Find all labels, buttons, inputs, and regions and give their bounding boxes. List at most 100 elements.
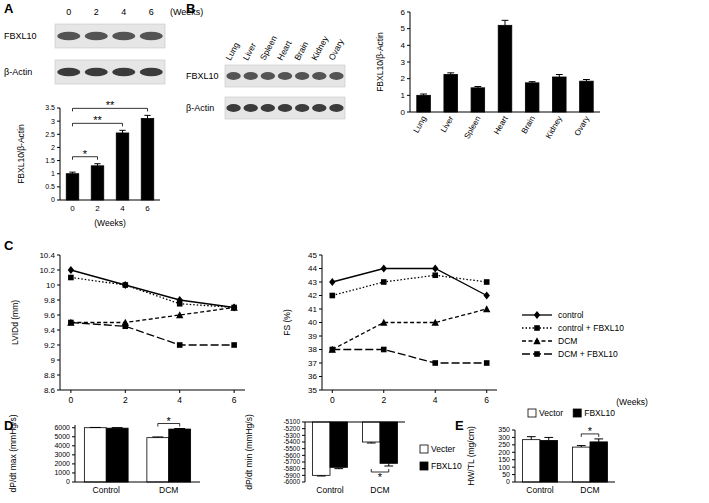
error-cap (594, 438, 603, 439)
error-bar (152, 436, 163, 438)
figure: ABCDE0246(Weeks)FBXL10β-ActinLungLiverSp… (0, 0, 709, 503)
y-tick-label: 0 (401, 108, 406, 117)
bar (417, 95, 431, 112)
y-tick-label: 4 (401, 41, 406, 50)
error-bar (384, 463, 393, 466)
bar (147, 438, 169, 482)
marker (329, 346, 336, 353)
error-bar (367, 442, 376, 443)
y-tick (319, 309, 322, 310)
y-tick (512, 444, 515, 445)
y-axis (305, 422, 306, 482)
error-cap (317, 476, 326, 477)
y-tick (72, 427, 75, 428)
panel-label: A (4, 1, 14, 16)
y-tick (72, 445, 75, 446)
x-axis (322, 390, 497, 391)
x-axis-label: (Weeks) (94, 218, 126, 228)
marker (432, 319, 439, 326)
x-tick (332, 390, 333, 393)
y-tick (302, 428, 305, 429)
legend-swatch (573, 409, 581, 417)
marker (122, 282, 128, 288)
bar (540, 440, 558, 482)
marker (122, 281, 128, 289)
blot-band (226, 72, 240, 80)
error-bar (527, 437, 536, 440)
bar (84, 428, 106, 482)
lane-label: 6 (149, 7, 154, 17)
line (332, 269, 486, 296)
y-tick (57, 285, 60, 286)
y-tick-label: 5000 (54, 433, 70, 440)
y-tick (319, 363, 322, 364)
x-tick (70, 390, 71, 393)
y-tick-label: 5 (401, 24, 406, 33)
y-tick (407, 112, 410, 113)
y-tick (407, 12, 410, 13)
y-tick-label: 1.5 (45, 157, 55, 164)
y-tick-label: 1 (51, 170, 55, 177)
error-bar (544, 437, 553, 440)
y-tick-label: 9.2 (44, 341, 56, 350)
error-cap (502, 20, 509, 21)
blot-band (312, 72, 326, 80)
bar (106, 428, 128, 482)
lane-label: 2 (94, 7, 99, 17)
y-tick-label: 36 (308, 372, 317, 381)
marker (484, 279, 490, 285)
bar (330, 422, 348, 467)
y-axis (60, 108, 61, 200)
y-tick (57, 375, 60, 376)
y-tick (407, 45, 410, 46)
plot-area (417, 20, 593, 112)
x-axis (410, 112, 600, 113)
error-bar (144, 115, 150, 118)
marker (177, 301, 183, 307)
y-tick-label: 2 (51, 144, 55, 151)
x-tick-label: 4 (120, 204, 125, 213)
blot-band (261, 104, 275, 112)
y-tick-label: 100 (498, 464, 510, 471)
bar (66, 174, 79, 200)
x-tick-label: Heart (492, 114, 510, 136)
y-axis-label: LVIDd (mm) (10, 300, 20, 345)
marker (230, 304, 237, 311)
y-tick (319, 376, 322, 377)
y-tick-label: 9.8 (44, 296, 56, 305)
x-axis-label: (Weeks) (616, 397, 648, 407)
line (71, 323, 234, 346)
y-tick (57, 255, 60, 256)
bar (313, 422, 331, 475)
y-tick (407, 28, 410, 29)
y-tick-label: 200 (498, 449, 510, 456)
error-bar (334, 467, 343, 468)
x-tick-label: 0 (330, 395, 335, 405)
legend-marker (534, 325, 540, 331)
x-tick (125, 390, 126, 393)
blot-band (112, 68, 135, 77)
error-bar (502, 20, 509, 25)
y-tick (57, 270, 60, 271)
x-tick-label: DCM (370, 485, 389, 495)
y-tick-label: 3000 (54, 451, 70, 458)
y-tick (72, 454, 75, 455)
y-tick (512, 467, 515, 468)
x-tick-label: Spleen (462, 115, 482, 141)
lane-label: 0 (66, 7, 71, 17)
bar (91, 166, 104, 200)
y-tick-label: 8.8 (44, 371, 56, 380)
marker (231, 304, 237, 312)
y-tick (512, 459, 515, 460)
marker (67, 319, 74, 326)
y-tick (72, 482, 75, 483)
blot-membrane (55, 60, 165, 84)
row-label: FBXL10 (186, 71, 219, 81)
y-tick (57, 108, 60, 109)
bar (169, 429, 191, 482)
error-cap (527, 436, 536, 437)
y-tick (72, 472, 75, 473)
y-tick-label: 10.4 (39, 251, 55, 260)
y-tick-label: 43 (308, 278, 317, 287)
bar (553, 77, 567, 112)
